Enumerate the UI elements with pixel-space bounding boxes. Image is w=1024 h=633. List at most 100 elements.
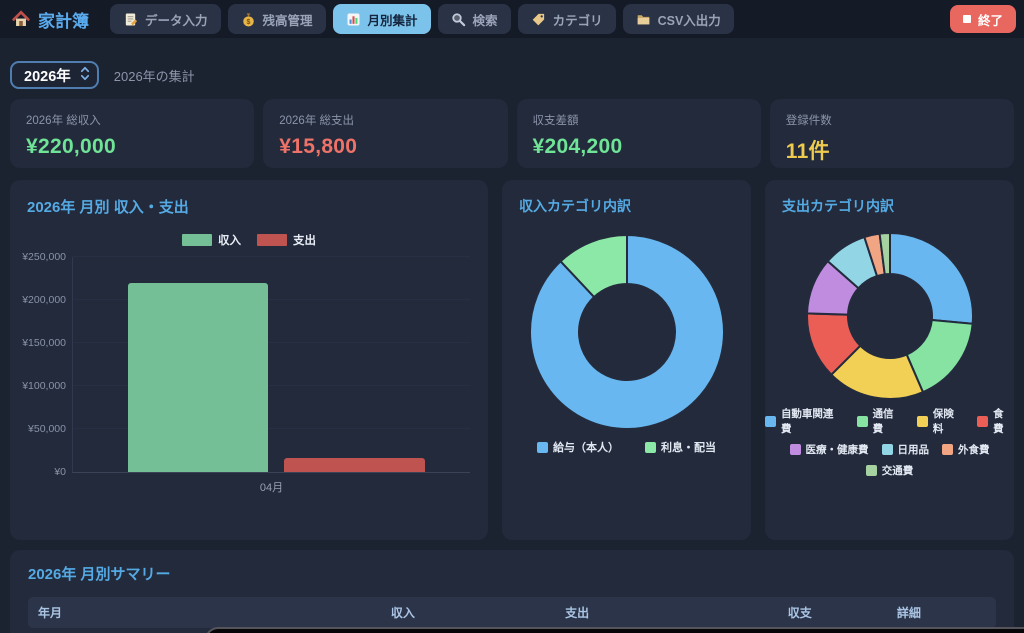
summary-col-header: 年月: [28, 597, 241, 628]
stat-card-value: ¥220,000: [26, 135, 116, 158]
legend-swatch: [765, 415, 776, 427]
legend-item-収入[interactable]: 収入: [182, 232, 241, 248]
legend-label: 外食費: [958, 444, 990, 456]
x-axis-label: 04月: [259, 482, 284, 494]
svg-text:$: $: [246, 18, 250, 25]
pie-segment-交通費: [877, 232, 891, 276]
charts-row: 2026年 月別 収入・支出 収入 支出 04月 ¥0 ¥50,000 ¥100,00…: [10, 180, 1014, 540]
expense-pie-legend: 自動車関連費 通信費 保険料 食費医療・健康費 日用品 外食費交通費: [765, 406, 1014, 478]
stat-card-2: 収支差額 ¥204,200: [516, 99, 761, 168]
tab-category[interactable]: カテゴリ: [517, 4, 616, 34]
legend-swatch: [916, 415, 928, 427]
legend-label: 食費: [993, 408, 1004, 435]
legend-item-給与（本人）[interactable]: 給与（本人）: [537, 439, 619, 455]
bar-支出: [284, 458, 425, 472]
pie-legend-row: 医療・健康費 日用品 外食費: [765, 442, 1014, 457]
house-icon: [12, 10, 30, 28]
legend-label: 給与（本人）: [553, 442, 619, 454]
legend-item-食費[interactable]: 食費: [977, 406, 1014, 436]
legend-item-外食費[interactable]: 外食費: [942, 442, 990, 457]
stat-card-label: 登録件数: [785, 115, 832, 127]
stat-card-3: 登録件数 11件: [769, 99, 1014, 168]
legend-swatch: [789, 444, 801, 455]
legend-label: 交通費: [881, 465, 914, 477]
background-window-edge: [205, 627, 1024, 633]
tab-label: 検索: [472, 13, 498, 28]
summary-table-head: 年月 収入 支出 収支 詳細: [28, 597, 996, 628]
stat-card-value: ¥15,800: [279, 135, 358, 158]
tab-csv[interactable]: CSV入出力: [622, 4, 734, 34]
expense-pie-panel: 支出カテゴリ内訳 自動車関連費 通信費 保険料 食費 医療・健康費 日用品 外食費 交通費: [765, 180, 1014, 540]
year-bar: 2026年 2026年の集計: [10, 61, 1014, 89]
legend-swatch: [865, 465, 877, 476]
pie-legend-row: 交通費: [765, 463, 1014, 478]
stat-card-label: 収支差額: [532, 115, 579, 127]
nav-tabs: データ入力 $ 残高管理 月別集計 検索 カテゴリ CSV入出力: [110, 4, 734, 34]
legend-item-医療・健康費[interactable]: 医療・健康費: [789, 442, 869, 457]
barchart-icon: [346, 12, 361, 27]
search-icon: [451, 12, 466, 27]
tab-search[interactable]: 検索: [437, 4, 511, 34]
pie-segment-利息・配当: [558, 233, 628, 299]
summary-col-header: 詳細: [821, 597, 996, 628]
y-tick-label: ¥200,000: [22, 294, 66, 306]
income-pie-panel: 収入カテゴリ内訳 給与（本人） 利息・配当: [502, 180, 751, 540]
y-tick-label: ¥150,000: [22, 337, 66, 349]
legend-swatch: [182, 234, 212, 246]
legend-item-利息・配当[interactable]: 利息・配当: [645, 439, 716, 455]
summary-col-header: 収入: [240, 597, 425, 628]
select-arrows-icon: [80, 66, 90, 85]
legend-swatch: [856, 415, 868, 427]
legend-label: 医療・健康費: [805, 444, 869, 456]
tab-balance[interactable]: $ 残高管理: [227, 4, 326, 34]
y-tick-label: ¥250,000: [22, 251, 66, 263]
expense-donut-chart: [805, 232, 974, 400]
legend-item-保険料[interactable]: 保険料: [916, 406, 964, 436]
legend-swatch: [257, 234, 287, 246]
pie-segment-給与（本人）: [528, 233, 725, 430]
legend-swatch: [942, 444, 953, 455]
tab-label: CSV入出力: [657, 13, 721, 28]
gridline: [73, 342, 470, 343]
legend-label: 収入: [218, 235, 241, 247]
legend-swatch: [977, 415, 989, 427]
tab-label: 月別集計: [367, 13, 418, 28]
moneybag-icon: $: [241, 12, 256, 27]
navbar: 家計簿 データ入力 $ 残高管理 月別集計 検索 カテゴリ CSV入出力 終了: [0, 0, 1024, 38]
income-donut-chart: [528, 233, 725, 430]
exit-button[interactable]: 終了: [949, 5, 1016, 33]
summary-title: 2026年 月別サマリー: [28, 566, 171, 583]
income-pie-legend: 給与（本人） 利息・配当: [502, 439, 751, 455]
exit-label: 終了: [977, 13, 1003, 28]
stop-icon: [962, 15, 971, 23]
y-tick-label: ¥0: [54, 466, 66, 478]
bar-chart-panel: 2026年 月別 収入・支出 収入 支出 04月 ¥0 ¥50,000 ¥100,00…: [10, 180, 488, 540]
summary-col-header: 収支: [599, 597, 822, 628]
legend-label: 保険料: [932, 408, 954, 435]
legend-item-交通費[interactable]: 交通費: [865, 463, 914, 478]
legend-item-自動車関連費[interactable]: 自動車関連費: [765, 406, 844, 436]
tab-data-entry[interactable]: データ入力: [110, 4, 221, 34]
legend-label: 自動車関連費: [780, 408, 834, 435]
tab-label: 残高管理: [262, 13, 313, 28]
tag-icon: [531, 12, 546, 27]
tab-monthly[interactable]: 月別集計: [332, 4, 431, 34]
legend-item-支出[interactable]: 支出: [257, 232, 316, 248]
stat-card-value: 11件: [785, 140, 830, 163]
legend-label: 通信費: [872, 408, 894, 435]
tab-label: データ入力: [145, 13, 208, 28]
bar-chart-title: 2026年 月別 収入・支出: [27, 199, 189, 216]
gridline: [73, 385, 470, 386]
legend-item-日用品[interactable]: 日用品: [881, 442, 929, 457]
folder-icon: [636, 12, 651, 27]
app-title: 家計簿: [38, 11, 89, 31]
pie-legend-row: 給与（本人） 利息・配当: [502, 439, 751, 455]
year-select[interactable]: 2026年: [10, 61, 99, 89]
pie-legend-row: 自動車関連費 通信費 保険料 食費: [765, 406, 1014, 436]
legend-item-通信費[interactable]: 通信費: [856, 406, 904, 436]
stat-card-label: 2026年 総支出: [279, 115, 355, 127]
income-pie-title: 収入カテゴリ内訳: [519, 198, 631, 214]
legend-swatch: [537, 441, 548, 453]
